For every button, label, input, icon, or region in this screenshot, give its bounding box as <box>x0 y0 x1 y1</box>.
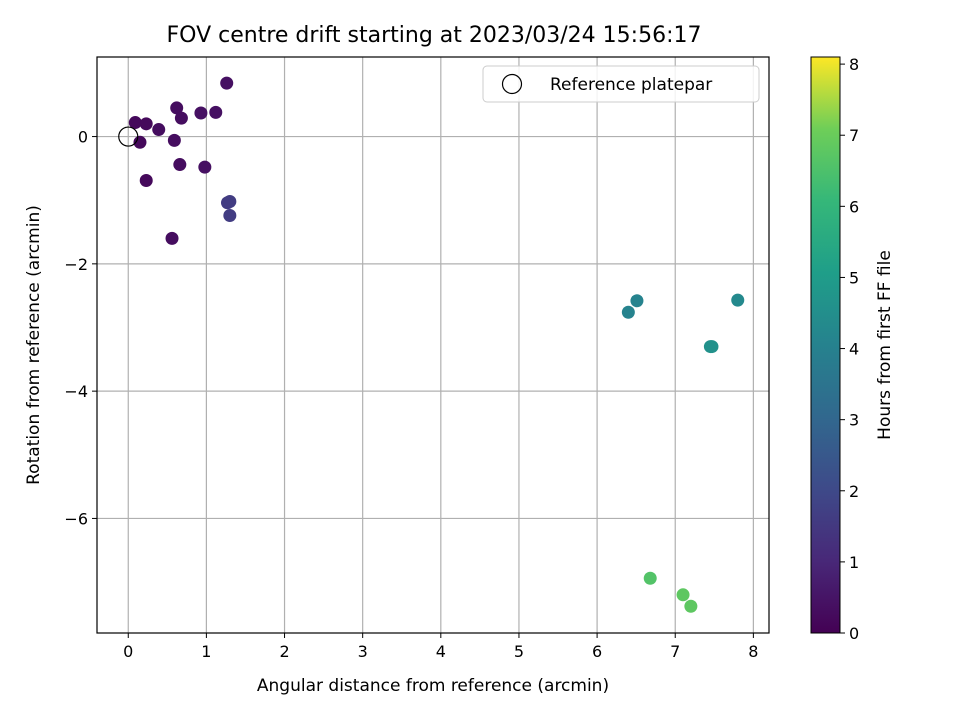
data-point-5 <box>165 231 179 245</box>
colorbar-tick-label-1: 1 <box>849 553 859 572</box>
x-tick-label-6: 6 <box>592 642 602 661</box>
colorbar-ticks: 0 1 2 3 4 5 6 7 8 <box>840 55 859 643</box>
data-point-16 <box>223 208 237 222</box>
data-point-7 <box>170 101 184 115</box>
data-point-0 <box>128 116 142 130</box>
data-point-13 <box>220 76 234 90</box>
data-point-8 <box>173 158 187 172</box>
colorbar-tick-label-4: 4 <box>849 340 859 359</box>
legend-box <box>482 65 760 103</box>
x-tick-label-7: 7 <box>670 642 680 661</box>
data-point-22 <box>643 571 657 585</box>
data-point-11 <box>198 160 212 174</box>
colorbar-tick-label-6: 6 <box>849 197 859 216</box>
y-axis-ticks: 0 −2 −4 −6 <box>64 128 97 528</box>
x-tick-label-2: 2 <box>279 642 289 661</box>
data-point-2 <box>139 117 153 131</box>
x-tick-label-3: 3 <box>358 642 368 661</box>
x-axis-ticks: 0 1 2 3 4 5 6 7 8 <box>123 633 758 661</box>
data-point-4 <box>152 123 166 137</box>
colorbar-tick-label-2: 2 <box>849 482 859 501</box>
reference-platepar-marker <box>118 126 139 147</box>
legend: Reference platepar <box>482 65 760 103</box>
legend-label: Reference platepar <box>550 75 712 95</box>
x-tick-label-5: 5 <box>514 642 524 661</box>
data-point-23 <box>676 588 690 602</box>
y-tick-label-1: −2 <box>64 255 88 274</box>
data-point-12 <box>209 105 223 119</box>
data-point-24 <box>684 599 698 613</box>
legend-marker <box>501 73 523 95</box>
data-point-1 <box>133 135 147 149</box>
data-point-10 <box>194 106 208 120</box>
colorbar-tick-label-5: 5 <box>849 268 859 287</box>
data-point-17 <box>621 305 635 319</box>
x-tick-label-0: 0 <box>123 642 133 661</box>
colorbar: 0 1 2 3 4 5 6 7 8 Hours from first FF file <box>810 55 895 643</box>
x-tick-label-4: 4 <box>436 642 446 661</box>
data-point-18 <box>630 294 644 308</box>
y-tick-label-2: −4 <box>64 382 88 401</box>
colorbar-tick-label-8: 8 <box>849 55 859 74</box>
data-points <box>118 76 745 613</box>
data-point-9 <box>174 111 188 125</box>
data-point-19 <box>731 293 745 307</box>
colorbar-tick-label-0: 0 <box>849 624 859 643</box>
colorbar-label: Hours from first FF file <box>875 250 895 440</box>
chart-title: FOV centre drift starting at 2023/03/24 … <box>167 23 702 48</box>
x-tick-label-8: 8 <box>748 642 758 661</box>
colorbar-gradient <box>810 56 841 634</box>
data-point-21 <box>705 340 719 354</box>
y-axis-label: Rotation from reference (arcmin) <box>24 205 44 485</box>
data-point-6 <box>167 133 181 147</box>
plot-frame <box>96 56 770 634</box>
x-tick-label-1: 1 <box>201 642 211 661</box>
y-tick-label-0: 0 <box>78 128 88 147</box>
x-axis-label: Angular distance from reference (arcmin) <box>257 676 609 696</box>
colorbar-tick-label-3: 3 <box>849 411 859 430</box>
grid <box>97 57 769 633</box>
data-point-15 <box>223 194 237 208</box>
colorbar-tick-label-7: 7 <box>849 126 859 145</box>
data-point-3 <box>139 173 153 187</box>
y-tick-label-3: −6 <box>64 509 88 528</box>
